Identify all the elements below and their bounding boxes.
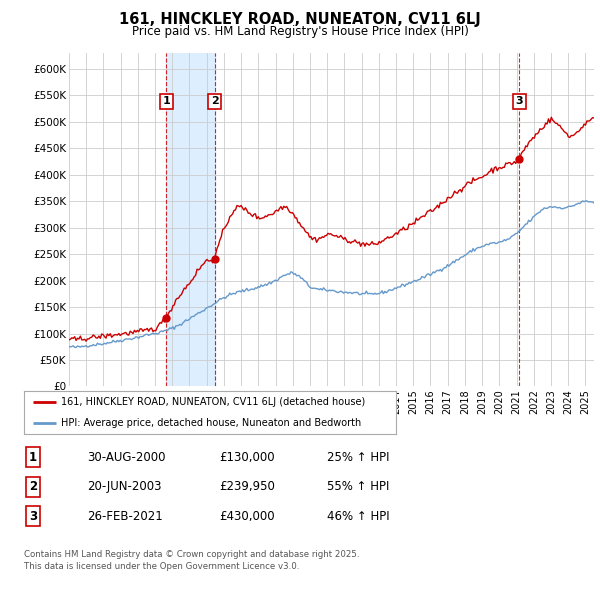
Text: £130,000: £130,000 (219, 451, 275, 464)
Text: 25% ↑ HPI: 25% ↑ HPI (327, 451, 389, 464)
Text: HPI: Average price, detached house, Nuneaton and Bedworth: HPI: Average price, detached house, Nune… (61, 418, 361, 428)
Text: 161, HINCKLEY ROAD, NUNEATON, CV11 6LJ (detached house): 161, HINCKLEY ROAD, NUNEATON, CV11 6LJ (… (61, 397, 365, 407)
Text: Contains HM Land Registry data © Crown copyright and database right 2025.
This d: Contains HM Land Registry data © Crown c… (24, 550, 359, 571)
Text: 3: 3 (515, 96, 523, 106)
Text: 161, HINCKLEY ROAD, NUNEATON, CV11 6LJ: 161, HINCKLEY ROAD, NUNEATON, CV11 6LJ (119, 12, 481, 27)
Text: 20-JUN-2003: 20-JUN-2003 (87, 480, 161, 493)
Text: 55% ↑ HPI: 55% ↑ HPI (327, 480, 389, 493)
Text: 1: 1 (163, 96, 170, 106)
Text: 30-AUG-2000: 30-AUG-2000 (87, 451, 166, 464)
Text: 46% ↑ HPI: 46% ↑ HPI (327, 510, 389, 523)
Text: 3: 3 (29, 510, 37, 523)
Bar (166, 53, 215, 386)
Text: £430,000: £430,000 (219, 510, 275, 523)
Text: 1: 1 (29, 451, 37, 464)
Text: £239,950: £239,950 (219, 480, 275, 493)
Text: 2: 2 (211, 96, 218, 106)
Text: 2: 2 (29, 480, 37, 493)
Text: Price paid vs. HM Land Registry's House Price Index (HPI): Price paid vs. HM Land Registry's House … (131, 25, 469, 38)
Text: 26-FEB-2021: 26-FEB-2021 (87, 510, 163, 523)
